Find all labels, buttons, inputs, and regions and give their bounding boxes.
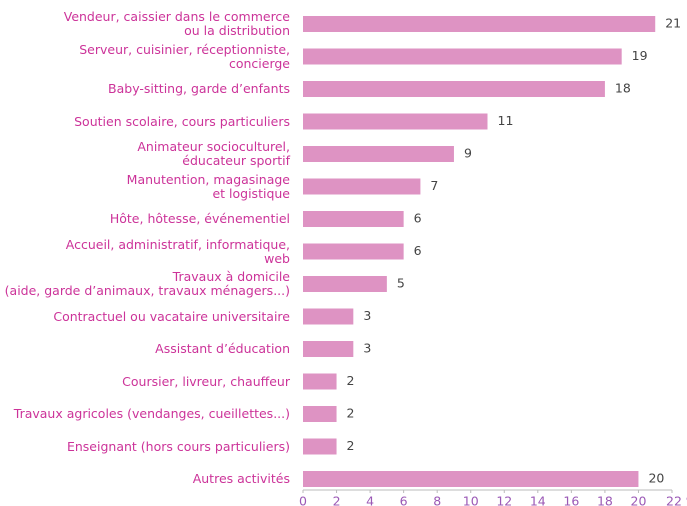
x-tick-label: 12 — [496, 494, 512, 506]
x-tick-label: 4 — [366, 494, 374, 506]
value-label: 20 — [648, 471, 664, 486]
category-label: Coursier, livreur, chauffeur — [122, 373, 290, 389]
category-label: Accueil, administratif, informatique, we… — [65, 236, 290, 266]
value-label: 11 — [498, 113, 514, 128]
category-label: Soutien scolaire, cours particuliers — [74, 113, 290, 129]
bar — [303, 406, 337, 422]
bar — [303, 243, 404, 260]
value-label: 2 — [347, 373, 355, 388]
x-tick-label: 20 — [631, 494, 647, 506]
bar — [303, 211, 404, 227]
bar — [303, 471, 639, 487]
category-label: Vendeur, caissier dans le commerce ou la… — [63, 9, 290, 38]
value-label: 9 — [464, 146, 472, 161]
category-label: Manutention, magasinage et logistique — [126, 171, 290, 201]
category-label: Serveur, cuisinier, réceptionniste, conc… — [79, 41, 290, 71]
bar — [303, 146, 454, 162]
bar — [303, 178, 421, 195]
value-label: 19 — [632, 48, 648, 63]
x-tick-label: 2 — [333, 494, 341, 506]
x-tick-label: 14 — [530, 494, 546, 506]
x-tick-label: 16 — [563, 494, 579, 506]
category-label: Travaux agricoles (vendanges, cueillette… — [13, 406, 290, 421]
bar — [303, 16, 656, 32]
x-tick-label: 6 — [400, 494, 408, 506]
value-label: 7 — [430, 178, 438, 193]
value-label: 6 — [414, 243, 422, 258]
bar — [303, 113, 488, 130]
x-tick-label: 22 % — [666, 494, 687, 506]
category-label: Contractuel ou vacataire universitaire — [53, 308, 290, 324]
bar — [303, 276, 387, 292]
value-label: 5 — [397, 276, 405, 291]
x-tick-label: 8 — [433, 494, 441, 506]
bar — [303, 373, 337, 390]
category-label: Hôte, hôtesse, événementiel — [109, 211, 290, 226]
value-label: 2 — [347, 406, 355, 421]
category-label: Baby-sitting, garde d’enfants — [108, 81, 290, 96]
x-tick-label: 0 — [299, 494, 307, 506]
bar — [303, 81, 605, 97]
x-tick-label: 10 — [463, 494, 479, 506]
value-label: 3 — [363, 341, 371, 356]
value-label: 3 — [363, 308, 371, 323]
category-label: Autres activités — [192, 471, 290, 486]
value-label: 18 — [615, 81, 631, 96]
value-label: 21 — [665, 16, 681, 31]
bar — [303, 308, 354, 325]
value-label: 2 — [347, 438, 355, 453]
category-label: Animateur socioculturel, éducateur sport… — [137, 139, 290, 168]
category-label: Enseignant (hors cours particuliers) — [66, 438, 290, 454]
value-label: 6 — [414, 211, 422, 226]
bar — [303, 341, 354, 357]
x-tick-label: 18 — [597, 494, 613, 506]
category-label: Assistant d’éducation — [155, 341, 290, 356]
bar — [303, 48, 622, 65]
category-label: Travaux à domicile (aide, garde d’animau… — [4, 269, 290, 298]
bar — [303, 438, 337, 455]
